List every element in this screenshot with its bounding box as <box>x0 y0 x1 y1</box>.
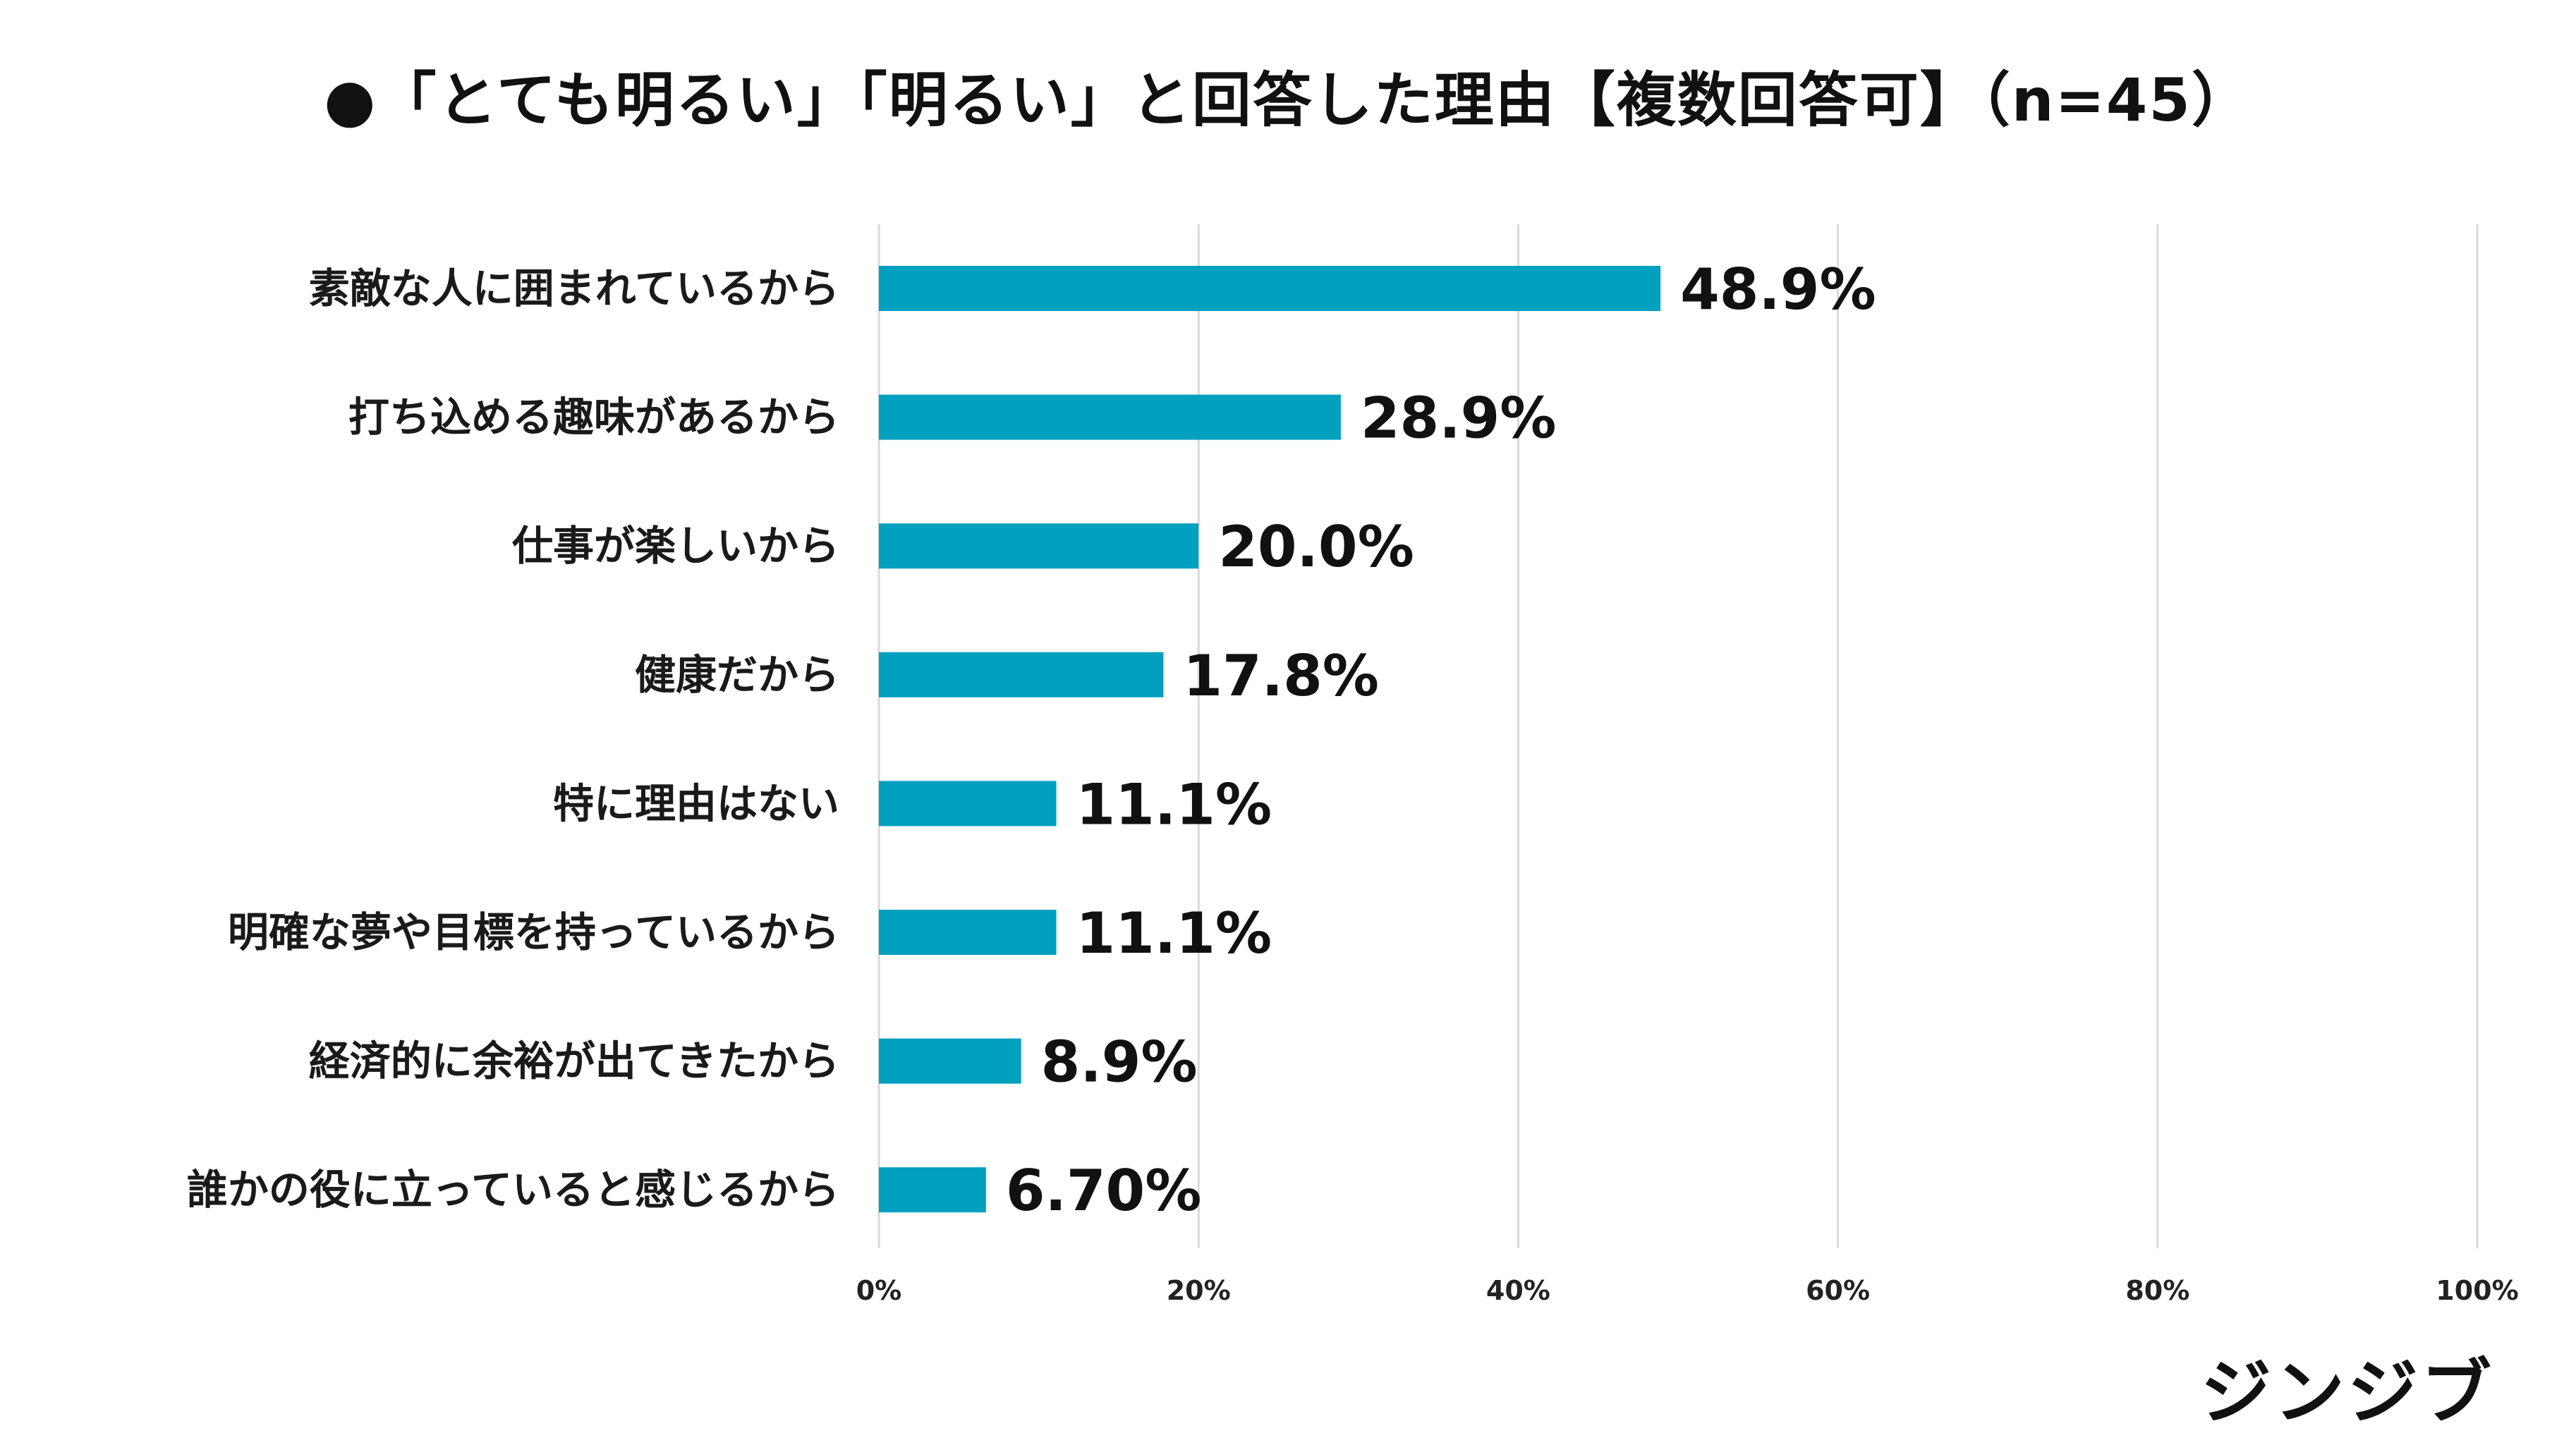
bar <box>879 910 1057 955</box>
data-label: 11.1% <box>1076 772 1272 837</box>
data-label: 8.9% <box>1041 1030 1198 1095</box>
data-label: 11.1% <box>1076 901 1272 966</box>
x-tick-label: 20% <box>1167 1275 1231 1306</box>
x-tick-label: 60% <box>1806 1275 1870 1306</box>
category-label: 仕事が楽しいから <box>512 522 839 570</box>
category-label: 健康だから <box>635 651 839 699</box>
bar <box>879 266 1661 311</box>
data-label: 20.0% <box>1218 514 1414 580</box>
x-tick-label: 40% <box>1486 1275 1550 1306</box>
category-label: 経済的に余裕が出てきたから <box>309 1037 839 1085</box>
category-label: 誰かの役に立っていると感じるから <box>187 1166 839 1214</box>
chart-title: ●「とても明るい」「明るい」と回答した理由【複数回答可】（n=45） <box>324 66 2252 135</box>
category-label: 打ち込める趣味があるから <box>348 394 839 441</box>
data-label: 17.8% <box>1183 643 1379 709</box>
x-tick-label: 80% <box>2125 1275 2189 1306</box>
brand-logo: ジンジブ <box>2201 1351 2494 1434</box>
bar <box>879 652 1164 697</box>
data-label: 28.9% <box>1361 386 1557 451</box>
category-label: 明確な夢や目標を持っているから <box>228 908 839 956</box>
bar <box>879 394 1341 440</box>
data-label: 48.9% <box>1680 257 1876 322</box>
bars <box>879 266 1661 1213</box>
labels: 0% 20% 40% 60% 80% 100% 素敵な人に囲まれているから 48.9% 打ち込め… <box>187 257 2519 1306</box>
bar <box>879 1167 986 1213</box>
x-tick-label: 0% <box>856 1275 902 1306</box>
category-label: 素敵な人に囲まれているから <box>309 264 839 312</box>
x-tick-label: 100% <box>2436 1275 2518 1306</box>
bar <box>879 781 1057 827</box>
bar <box>879 1038 1021 1084</box>
bar <box>879 523 1199 569</box>
data-label: 6.70% <box>1006 1158 1202 1224</box>
category-label: 特に理由はない <box>553 779 839 827</box>
